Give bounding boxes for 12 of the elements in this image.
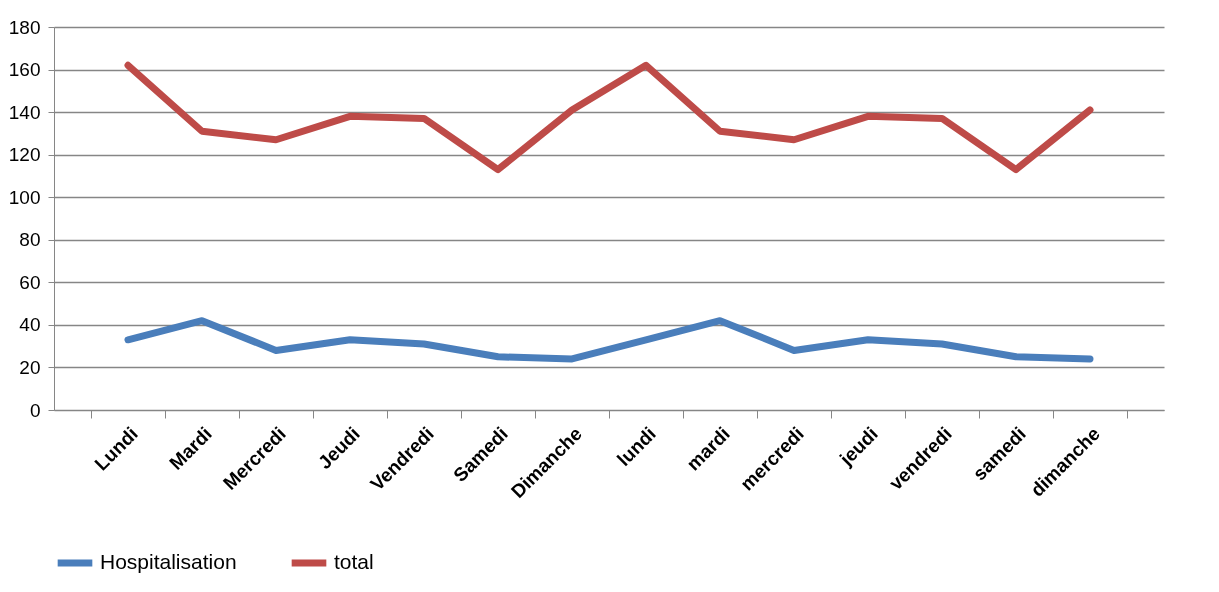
y-tick-label: 60: [19, 271, 41, 293]
y-tick-label: 180: [8, 16, 41, 38]
y-tick-label: 0: [29, 399, 41, 421]
y-tick-label: 20: [19, 356, 41, 378]
y-tick-label: 140: [8, 101, 41, 123]
y-tick-label: 160: [8, 59, 41, 81]
legend-label: Hospitalisation: [100, 550, 237, 573]
y-tick-label: 100: [8, 186, 41, 208]
y-tick-label: 80: [19, 229, 41, 251]
y-tick-label: 40: [19, 314, 41, 336]
legend-label: total: [334, 550, 374, 573]
y-tick-label: 120: [8, 144, 41, 166]
